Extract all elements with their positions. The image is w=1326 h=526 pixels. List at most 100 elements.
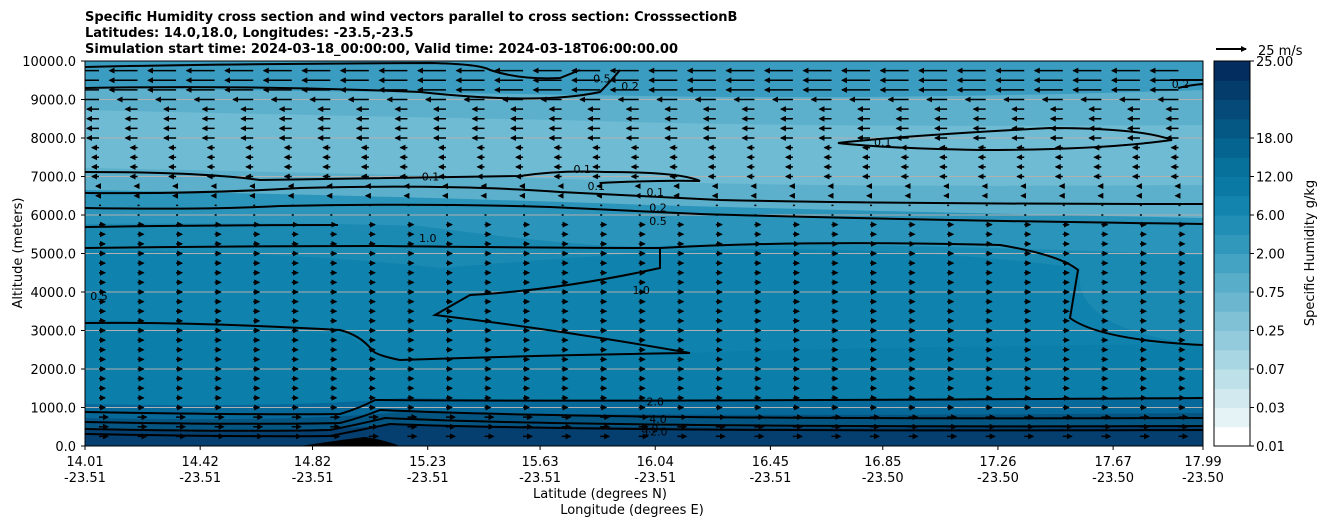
contour-label: 0.2 (621, 80, 639, 93)
colorbar-segment (1214, 195, 1250, 216)
contour-label: 0.1 (422, 171, 440, 184)
contour-label: 0.5 (593, 72, 611, 85)
x-tick-label-lat: 17.99 (1184, 455, 1221, 470)
colorbar-tick-label: 0.75 (1256, 286, 1285, 301)
x-tick-label-lon: -23.51 (179, 471, 221, 486)
title-line-3: Simulation start time: 2024-03-18_00:00:… (85, 42, 678, 57)
contour-label: 0.5 (649, 215, 667, 228)
wind-vectors (85, 67, 1189, 440)
colorbar-segment (1214, 253, 1250, 274)
y-tick-label: 3000.0 (31, 325, 77, 340)
colorbar-segment (1214, 388, 1250, 408)
colorbar (1214, 61, 1250, 447)
contour-label: 8.0 (641, 423, 659, 436)
contour-label: 1.0 (632, 284, 650, 297)
y-axis-label: Altitude (meters) (11, 198, 26, 309)
contour-label: 4.0 (649, 413, 667, 426)
colorbar-tick-label: 0.25 (1256, 325, 1285, 340)
x-axis-label-latitude: Latitude (degrees N) (533, 487, 667, 502)
contour-0.2 (85, 185, 1203, 205)
colorbar-segment (1214, 407, 1250, 428)
contour-0.2-right (1177, 83, 1203, 89)
colorbar-segment (1214, 61, 1250, 81)
contour-0.5-top (85, 61, 581, 80)
colorbar-segment (1214, 330, 1250, 351)
contour-label: 0.2 (649, 201, 667, 214)
x-axis-label-longitude: Longitude (degrees E) (560, 503, 704, 518)
colorbar-segment (1214, 234, 1250, 254)
colorbar-segment (1214, 272, 1250, 293)
x-tick-label-lat: 14.01 (66, 455, 103, 470)
contour-1.0-lower (85, 244, 691, 362)
y-tick-label: 0.0 (55, 440, 76, 455)
colorbar-tick-label: 25.00 (1256, 55, 1293, 70)
contour-4.0 (85, 408, 1203, 425)
contour-label: 1.0 (419, 232, 437, 245)
y-tick-label: 2000.0 (31, 363, 77, 378)
contour-label: 0.1 (573, 163, 591, 176)
x-tick-label-lon: -23.50 (977, 471, 1019, 486)
x-tick-label-lon: -23.50 (1092, 471, 1134, 486)
contour-2.0 (85, 397, 1203, 416)
y-tick-label: 6000.0 (31, 209, 77, 224)
contour-label: 2.0 (646, 396, 664, 409)
x-tick-label-lat: 15.23 (409, 455, 446, 470)
colorbar-segment (1214, 80, 1250, 100)
y-tick-label: 1000.0 (31, 402, 77, 417)
colorbar-tick-label: 12.00 (1256, 171, 1293, 186)
x-tick-label-lon: -23.51 (407, 471, 449, 486)
x-tick-label-lat: 17.67 (1095, 455, 1132, 470)
x-tick-label-lon: -23.50 (1182, 471, 1224, 486)
chart-title: Specific Humidity cross section and wind… (85, 10, 737, 57)
contour-0.1-mid (599, 171, 701, 184)
colorbar-label: Specific Humidity g/kg (1303, 180, 1318, 326)
colorbar-tick-label: 6.00 (1256, 209, 1285, 224)
title-line-1: Specific Humidity cross section and wind… (85, 10, 737, 25)
y-tick-label: 9000.0 (31, 94, 77, 109)
colorbar-tick-label: 0.01 (1256, 440, 1285, 455)
x-tick-label-lat: 14.42 (182, 455, 219, 470)
x-tick-label-lon: -23.51 (64, 471, 106, 486)
colorbar-tick-label: 2.00 (1256, 248, 1285, 263)
contour-0.1-ellipse (837, 126, 1173, 152)
colorbar-segment (1214, 215, 1250, 235)
quiver-key-label: 25 m/s (1258, 44, 1303, 59)
colorbar-segment (1214, 138, 1250, 158)
colorbar-tick-label: 18.00 (1256, 132, 1293, 147)
colorbar-segment (1214, 426, 1250, 447)
y-tick-label: 4000.0 (31, 286, 77, 301)
title-line-2: Latitudes: 14.0,18.0, Longitudes: -23.5,… (85, 26, 414, 41)
x-tick-label-lat: 15.63 (521, 455, 558, 470)
x-tick-label-lon: -23.51 (292, 471, 334, 486)
colorbar-segment (1214, 118, 1250, 139)
contour-label: 0.1 (646, 186, 664, 199)
contour-12.0 (85, 422, 1203, 438)
colorbar-segment (1214, 292, 1250, 312)
contour-lines (85, 61, 1203, 438)
x-axis: 14.01-23.5114.42-23.5114.82-23.5115.23-2… (64, 446, 1224, 486)
x-tick-label-lon: -23.51 (519, 471, 561, 486)
quiver-key: 25 m/s (1216, 44, 1303, 59)
colorbar-tick-label: 0.07 (1256, 363, 1285, 378)
colorbar-segment (1214, 99, 1250, 120)
y-axis: 0.0 1000.0 2000.0 3000.0 4000.0 5000.0 6000.0 7… (22, 55, 85, 455)
colorbar-segment (1214, 311, 1250, 331)
colorbar-segment (1214, 369, 1250, 389)
colorbar-ticks: 0.01 0.03 0.07 0.25 0.75 2.00 6.00 12.00 18.00 25… (1250, 55, 1293, 455)
contour-1.0-upper (85, 224, 339, 228)
x-tick-label-lon: -23.50 (862, 471, 904, 486)
x-tick-label-lat: 16.85 (864, 455, 901, 470)
colorbar-tick-label: 0.03 (1256, 402, 1285, 417)
contour-label: 0.1 (587, 180, 605, 193)
y-tick-label: 5000.0 (31, 248, 77, 263)
x-tick-label-lat: 17.26 (979, 455, 1016, 470)
y-tick-label: 8000.0 (31, 132, 77, 147)
contour-label: 0.1 (874, 136, 892, 149)
contour-label: 12.0 (643, 425, 668, 438)
x-tick-label-lon: -23.51 (749, 471, 791, 486)
contour-labels: 0.50.2 0.20.10.10.10.1 0.10.20.51.01.00.52… (90, 72, 1190, 438)
contour-label: 0.2 (1172, 78, 1190, 91)
y-tick-label: 10000.0 (22, 55, 76, 70)
colorbar-segment (1214, 349, 1250, 370)
